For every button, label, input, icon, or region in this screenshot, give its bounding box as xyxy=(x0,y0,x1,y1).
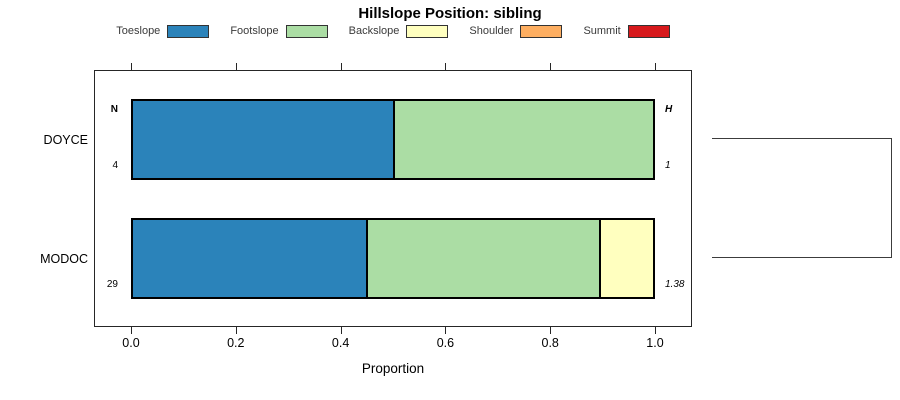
x-axis-tick-label: 0.8 xyxy=(541,336,559,350)
h-value: 1.38 xyxy=(665,279,685,290)
legend: Toeslope Footslope Backslope Shoulder Summit xyxy=(94,23,692,39)
bar-segment-footslope xyxy=(365,220,600,297)
bracket-bottom-line xyxy=(712,257,892,258)
x-axis-tick-top xyxy=(655,63,656,70)
x-axis-tick-label: 0.4 xyxy=(331,336,350,350)
legend-swatch-icon xyxy=(406,24,449,38)
legend-label: Backslope xyxy=(348,25,400,37)
n-header: N xyxy=(110,104,118,115)
bracket-top-line xyxy=(712,138,892,139)
bar-segment-toeslope xyxy=(133,220,366,297)
x-axis-tick-bottom xyxy=(340,327,342,334)
category-label: MODOC xyxy=(40,251,88,266)
legend-item-footslope: Footslope xyxy=(230,24,328,38)
x-axis-tick-bottom xyxy=(235,327,237,334)
chart-title: Hillslope Position: sibling xyxy=(358,5,542,22)
x-axis-tick-top xyxy=(550,63,552,70)
category-label: DOYCE xyxy=(43,132,88,147)
stacked-bar-modoc xyxy=(131,218,655,299)
stacked-bar-doyce xyxy=(131,99,655,180)
legend-label: Shoulder xyxy=(469,25,514,37)
h-header: H xyxy=(665,104,673,115)
legend-swatch-icon xyxy=(520,24,563,38)
n-value: 4 xyxy=(112,160,118,171)
x-axis-tick-top xyxy=(131,63,132,70)
x-axis-tick-label: 0.6 xyxy=(436,336,455,350)
x-axis-tick-bottom xyxy=(445,327,447,334)
legend-swatch-icon xyxy=(167,24,210,38)
legend-item-backslope: Backslope xyxy=(348,24,449,38)
x-axis-tick-top xyxy=(235,63,237,70)
x-axis-tick-bottom xyxy=(131,327,132,334)
legend-item-toeslope: Toeslope xyxy=(116,24,210,38)
legend-label: Toeslope xyxy=(116,25,161,37)
legend-item-shoulder: Shoulder xyxy=(469,24,563,38)
legend-swatch-icon xyxy=(285,24,328,38)
bar-segment-footslope xyxy=(393,101,653,178)
legend-label: Summit xyxy=(583,25,621,37)
bracket-vertical-line xyxy=(891,138,892,258)
h-value: 1 xyxy=(665,160,671,171)
x-axis-tick-bottom xyxy=(550,327,552,334)
bar-segment-backslope xyxy=(599,220,653,297)
legend-swatch-icon xyxy=(627,24,670,38)
x-axis-tick-top xyxy=(340,63,342,70)
x-axis-tick-bottom xyxy=(655,327,656,334)
x-axis-tick-label: 0.0 xyxy=(122,336,140,350)
plot-box xyxy=(94,70,692,327)
x-axis-tick-label: 1.0 xyxy=(646,336,664,350)
x-axis-tick-top xyxy=(445,63,447,70)
n-value: 29 xyxy=(106,279,118,290)
bar-segment-toeslope xyxy=(133,101,393,178)
legend-label: Footslope xyxy=(230,25,279,37)
x-axis-title: Proportion xyxy=(361,361,425,376)
legend-item-summit: Summit xyxy=(583,24,670,38)
x-axis-tick-label: 0.2 xyxy=(227,336,245,350)
